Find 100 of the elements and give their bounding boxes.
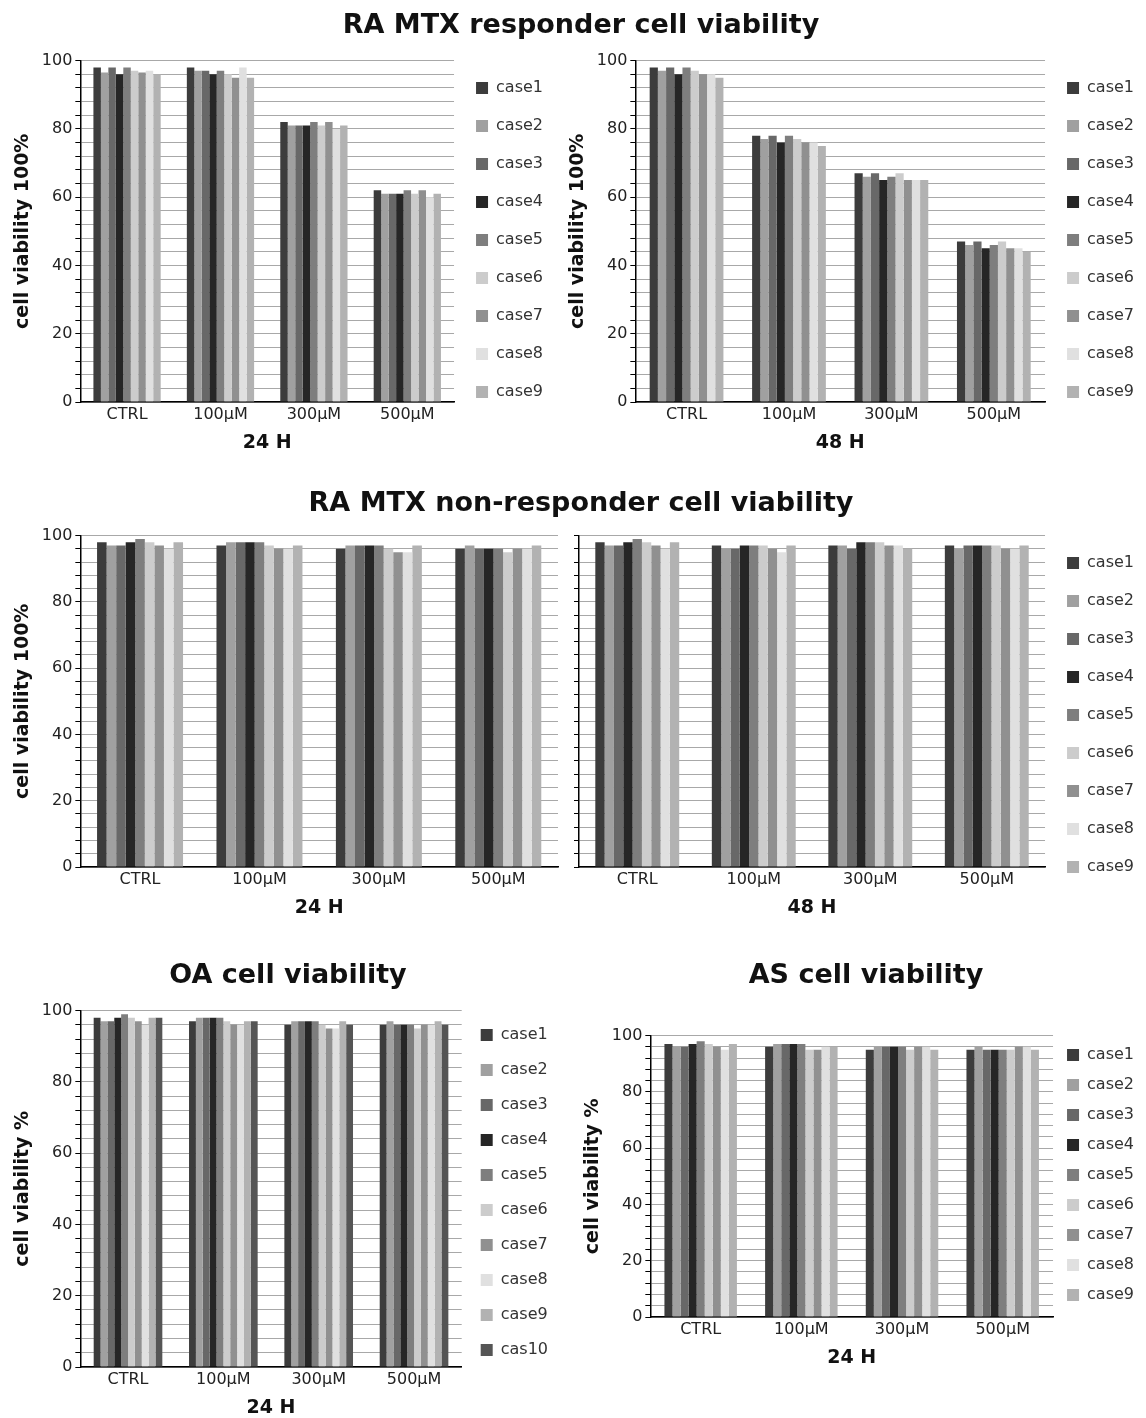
bar xyxy=(649,67,658,402)
x-axis-title: 48 H xyxy=(787,894,837,917)
y-tick-label: 100 xyxy=(596,49,628,69)
x-tick-label: 500μM xyxy=(380,403,435,423)
bar xyxy=(93,67,101,402)
bar xyxy=(100,72,109,402)
legend-label: case8 xyxy=(1087,1254,1135,1274)
legend-label: case5 xyxy=(496,229,544,249)
legend-label: case9 xyxy=(1087,1284,1135,1304)
y-tick-label: 20 xyxy=(51,322,73,342)
y-tick-label: 0 xyxy=(617,391,628,411)
y-tick-label: 80 xyxy=(606,118,628,138)
bar xyxy=(325,122,333,402)
y-tick-label: 80 xyxy=(621,1081,643,1101)
legend-label: case4 xyxy=(1087,1134,1135,1154)
x-tick-label: CTRL xyxy=(107,1368,149,1388)
x-tick-label: 300μM xyxy=(291,1368,346,1388)
y-tick-label: 40 xyxy=(51,1213,73,1233)
x-tick-label: 100μM xyxy=(774,1318,829,1338)
bar xyxy=(997,241,1007,402)
legend-label: case9 xyxy=(500,1304,548,1324)
legend-label: case7 xyxy=(1087,1224,1135,1244)
bar xyxy=(145,70,154,402)
bar xyxy=(396,193,404,402)
y-tick-label: 0 xyxy=(632,1306,643,1326)
y-tick-label: 100 xyxy=(41,49,73,69)
y-tick-label: 40 xyxy=(51,254,73,274)
bar xyxy=(707,74,716,402)
x-tick-label: CTRL xyxy=(616,868,658,888)
legend-label: case6 xyxy=(496,267,544,287)
x-tick-label: 100μM xyxy=(193,403,248,423)
bar xyxy=(295,125,303,402)
y-axis-title: cell viability % xyxy=(10,1110,33,1267)
x-tick-label: CTRL xyxy=(680,1318,722,1338)
y-tick-label: 0 xyxy=(62,1356,73,1376)
bar xyxy=(981,248,990,402)
x-axis-title: 24 H xyxy=(246,1394,296,1417)
x-tick-label: 100μM xyxy=(761,403,817,423)
legend-label: case9 xyxy=(496,381,544,401)
bar xyxy=(317,125,326,402)
bar xyxy=(793,139,802,402)
bar xyxy=(201,70,210,402)
y-tick-label: 40 xyxy=(621,1193,643,1213)
bar xyxy=(854,173,863,402)
legend-label: case3 xyxy=(496,153,544,173)
bar xyxy=(108,67,116,402)
chart-title: AS cell viability xyxy=(747,958,985,989)
text: RA MTX responder cell viability xyxy=(341,8,821,39)
bar xyxy=(1014,248,1023,402)
legend-label: case5 xyxy=(1087,1164,1135,1184)
bar xyxy=(216,70,225,402)
legend-label: case5 xyxy=(1087,229,1135,249)
bar xyxy=(768,135,777,402)
y-tick-label: 60 xyxy=(51,657,73,677)
bar xyxy=(411,193,419,402)
bar xyxy=(956,241,966,402)
bar xyxy=(784,135,794,402)
bar xyxy=(310,122,318,402)
bar xyxy=(224,74,232,402)
y-tick-label: 40 xyxy=(606,254,628,274)
bar xyxy=(879,180,888,402)
x-tick-label: 100μM xyxy=(196,1368,251,1388)
legend-label: cas10 xyxy=(500,1339,548,1359)
legend-label: case8 xyxy=(1087,343,1135,363)
bar xyxy=(373,190,382,402)
y-tick-label: 40 xyxy=(51,723,73,743)
x-tick-label: 500μM xyxy=(959,868,1015,888)
legend-label: case3 xyxy=(1087,628,1135,648)
legend-label: case3 xyxy=(1087,1104,1135,1124)
bar xyxy=(130,70,139,402)
bar xyxy=(332,128,341,402)
legend-label: case9 xyxy=(1087,381,1135,401)
x-tick-label: 500μM xyxy=(975,1318,1030,1338)
y-axis-title: cell viability 100% xyxy=(10,603,33,800)
y-tick-label: 20 xyxy=(51,789,73,809)
x-tick-label: CTRL xyxy=(106,403,148,423)
y-tick-label: 60 xyxy=(621,1137,643,1157)
y-tick-label: 20 xyxy=(51,1284,73,1304)
y-tick-label: 100 xyxy=(41,524,73,544)
chart-title: RA MTX non-responder cell viability xyxy=(307,486,855,517)
y-tick-label: 80 xyxy=(51,1071,73,1091)
y-tick-label: 0 xyxy=(62,391,73,411)
legend-label: case1 xyxy=(1087,77,1135,97)
legend-label: case6 xyxy=(1087,1194,1135,1214)
bar xyxy=(682,67,691,402)
x-tick-label: CTRL xyxy=(119,868,161,888)
legend-label: case1 xyxy=(1087,552,1135,572)
legend-label: case6 xyxy=(1087,267,1135,287)
bar xyxy=(698,74,708,402)
legend-label: case7 xyxy=(500,1234,548,1254)
y-tick-label: 60 xyxy=(51,1142,73,1162)
legend-label: case7 xyxy=(496,305,544,325)
y-tick-label: 60 xyxy=(51,186,73,206)
y-tick-label: 80 xyxy=(51,118,73,138)
legend-label: case8 xyxy=(500,1269,548,1289)
legend-label: case4 xyxy=(496,191,544,211)
legend-label: case1 xyxy=(500,1024,548,1044)
y-axis-title: cell viability 100% xyxy=(10,133,33,330)
bar xyxy=(973,241,982,402)
legend-label: case5 xyxy=(500,1164,548,1184)
